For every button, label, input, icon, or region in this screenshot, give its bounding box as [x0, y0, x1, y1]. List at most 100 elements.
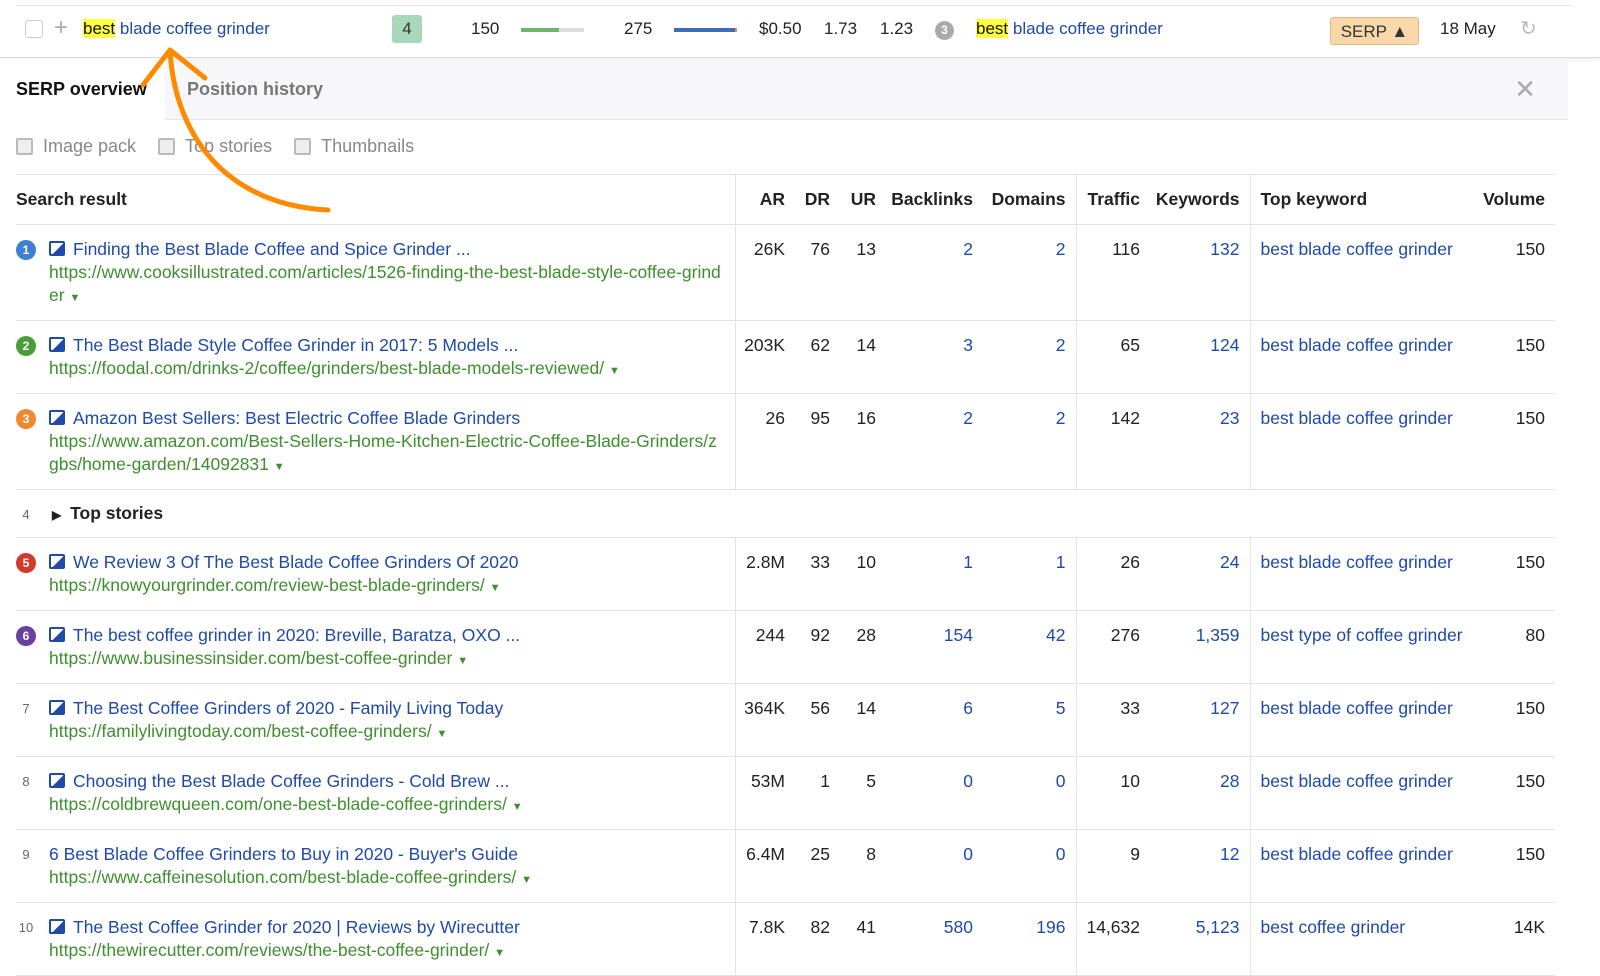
result-url[interactable]: https://knowyourgrinder.com/review-best-…	[49, 575, 485, 595]
domains-link[interactable]: 0	[983, 756, 1076, 830]
domains-link[interactable]: 2	[983, 393, 1076, 490]
expand-icon[interactable]: ▶	[52, 508, 62, 522]
top-keyword-link[interactable]: best coffee grinder	[1249, 902, 1480, 976]
feature-thumbnails[interactable]: Thumbnails	[294, 136, 414, 157]
dropdown-caret-icon[interactable]: ▼	[608, 365, 620, 377]
volume-value: 150	[1480, 224, 1555, 321]
top-keyword-link[interactable]: best blade coffee grinder	[1249, 393, 1480, 490]
result-url[interactable]: https://www.amazon.com/Best-Sellers-Home…	[49, 431, 717, 474]
top-keyword-link[interactable]: best blade coffee grinder	[1249, 320, 1480, 394]
keywords-link[interactable]: 5,123	[1150, 902, 1250, 976]
result-url[interactable]: https://www.cooksillustrated.com/article…	[49, 262, 721, 305]
dr-value: 56	[795, 683, 840, 757]
table-row: 8 Choosing the Best Blade Coffee Grinders…	[16, 756, 1555, 830]
keywords-link[interactable]: 23	[1150, 393, 1250, 490]
keywords-link[interactable]: 24	[1150, 537, 1250, 611]
dr-value: 1	[795, 756, 840, 830]
dr-value: 25	[795, 829, 840, 903]
column-header[interactable]: Keywords	[1150, 174, 1250, 225]
top-keyword-link[interactable]: best blade coffee grinder	[1249, 224, 1480, 321]
column-header[interactable]: Search result	[16, 174, 735, 225]
column-header[interactable]: Traffic	[1075, 174, 1150, 225]
result-title-link[interactable]: Finding the Best Blade Coffee and Spice …	[73, 239, 471, 259]
domains-link[interactable]: 5	[983, 683, 1076, 757]
close-icon[interactable]: ✕	[1514, 74, 1536, 104]
dropdown-caret-icon[interactable]: ▼	[489, 582, 501, 594]
result-title-link[interactable]: Amazon Best Sellers: Best Electric Coffe…	[73, 408, 521, 428]
keywords-link[interactable]: 12	[1150, 829, 1250, 903]
backlinks-link[interactable]: 154	[886, 610, 983, 684]
domains-link[interactable]: 0	[983, 829, 1076, 903]
keyword-link[interactable]: best blade coffee grinder	[83, 19, 270, 39]
domains-link[interactable]: 2	[983, 320, 1076, 394]
column-header[interactable]: UR	[840, 174, 886, 225]
column-header[interactable]: Domains	[983, 174, 1076, 225]
top-keyword-link[interactable]: best blade coffee grinder	[1249, 756, 1480, 830]
serp-toggle-button[interactable]: SERP ▲	[1330, 17, 1419, 45]
panel-tabs: SERP overview Position history ✕	[0, 58, 1568, 121]
column-header[interactable]: Backlinks	[886, 174, 983, 225]
column-header[interactable]: Volume	[1480, 174, 1555, 225]
top-keyword-link[interactable]: best type of coffee grinder	[1249, 610, 1480, 684]
result-title-link[interactable]: The best coffee grinder in 2020: Brevill…	[73, 625, 521, 645]
column-header[interactable]: AR	[734, 174, 795, 225]
result-url[interactable]: https://www.businessinsider.com/best-cof…	[49, 648, 453, 668]
top-keyword-link[interactable]: best blade coffee grinder	[976, 19, 1163, 39]
traffic-value: 65	[1075, 320, 1150, 394]
result-url[interactable]: https://thewirecutter.com/reviews/the-be…	[49, 940, 490, 960]
backlinks-link[interactable]: 2	[886, 393, 983, 490]
dropdown-caret-icon[interactable]: ▼	[273, 461, 285, 473]
column-header[interactable]: DR	[795, 174, 840, 225]
top-keyword-link[interactable]: best blade coffee grinder	[1249, 683, 1480, 757]
backlinks-link[interactable]: 3	[886, 320, 983, 394]
backlinks-link[interactable]: 0	[886, 756, 983, 830]
tab-serp-overview[interactable]: SERP overview	[0, 58, 165, 121]
column-header[interactable]: Top keyword	[1249, 174, 1480, 225]
traffic-value: 142	[1075, 393, 1150, 490]
feature-row-label[interactable]: Top stories	[70, 503, 164, 523]
result-title-link[interactable]: Choosing the Best Blade Coffee Grinders …	[73, 771, 510, 791]
feature-image-pack[interactable]: Image pack	[16, 136, 136, 157]
keywords-link[interactable]: 132	[1150, 224, 1250, 321]
domains-link[interactable]: 2	[983, 224, 1076, 321]
result-url[interactable]: https://coldbrewqueen.com/one-best-blade…	[49, 794, 507, 814]
result-title-link[interactable]: The Best Blade Style Coffee Grinder in 2…	[73, 335, 519, 355]
kd-value: 275	[624, 19, 653, 38]
keywords-link[interactable]: 28	[1150, 756, 1250, 830]
refresh-icon[interactable]: ↻	[1520, 18, 1537, 40]
backlinks-link[interactable]: 580	[886, 902, 983, 976]
result-url[interactable]: https://familylivingtoday.com/best-coffe…	[49, 721, 432, 741]
backlinks-link[interactable]: 0	[886, 829, 983, 903]
backlinks-link[interactable]: 1	[886, 537, 983, 611]
top-keyword-link[interactable]: best blade coffee grinder	[1249, 537, 1480, 611]
result-title-link[interactable]: We Review 3 Of The Best Blade Coffee Gri…	[73, 552, 519, 572]
dropdown-caret-icon[interactable]: ▼	[436, 728, 448, 740]
result-title-link[interactable]: The Best Coffee Grinder for 2020 | Revie…	[73, 917, 520, 937]
tab-position-history[interactable]: Position history	[187, 79, 324, 99]
feature-top-stories[interactable]: Top stories	[158, 136, 272, 157]
keywords-link[interactable]: 127	[1150, 683, 1250, 757]
dropdown-caret-icon[interactable]: ▼	[521, 874, 533, 886]
domains-link[interactable]: 196	[983, 902, 1076, 976]
keywords-link[interactable]: 1,359	[1150, 610, 1250, 684]
top-keyword-link[interactable]: best blade coffee grinder	[1249, 829, 1480, 903]
keyword-highlight: best	[976, 19, 1009, 38]
dropdown-caret-icon[interactable]: ▼	[511, 801, 523, 813]
dropdown-caret-icon[interactable]: ▼	[69, 292, 81, 304]
ar-value: 244	[734, 610, 795, 684]
row-checkbox[interactable]	[25, 20, 43, 38]
add-icon[interactable]: +	[54, 14, 69, 41]
domains-link[interactable]: 42	[983, 610, 1076, 684]
backlinks-link[interactable]: 6	[886, 683, 983, 757]
result-title-link[interactable]: 6 Best Blade Coffee Grinders to Buy in 2…	[49, 844, 518, 864]
table-row: 5 We Review 3 Of The Best Blade Coffee Gr…	[16, 537, 1555, 611]
result-url[interactable]: https://foodal.com/drinks-2/coffee/grind…	[49, 358, 605, 378]
dropdown-caret-icon[interactable]: ▼	[494, 947, 506, 959]
keywords-link[interactable]: 124	[1150, 320, 1250, 394]
domains-link[interactable]: 1	[983, 537, 1076, 611]
dr-value: 62	[795, 320, 840, 394]
result-title-link[interactable]: The Best Coffee Grinders of 2020 - Famil…	[73, 698, 504, 718]
dropdown-caret-icon[interactable]: ▼	[457, 655, 469, 667]
backlinks-link[interactable]: 2	[886, 224, 983, 321]
result-url[interactable]: https://www.caffeinesolution.com/best-bl…	[49, 867, 517, 887]
